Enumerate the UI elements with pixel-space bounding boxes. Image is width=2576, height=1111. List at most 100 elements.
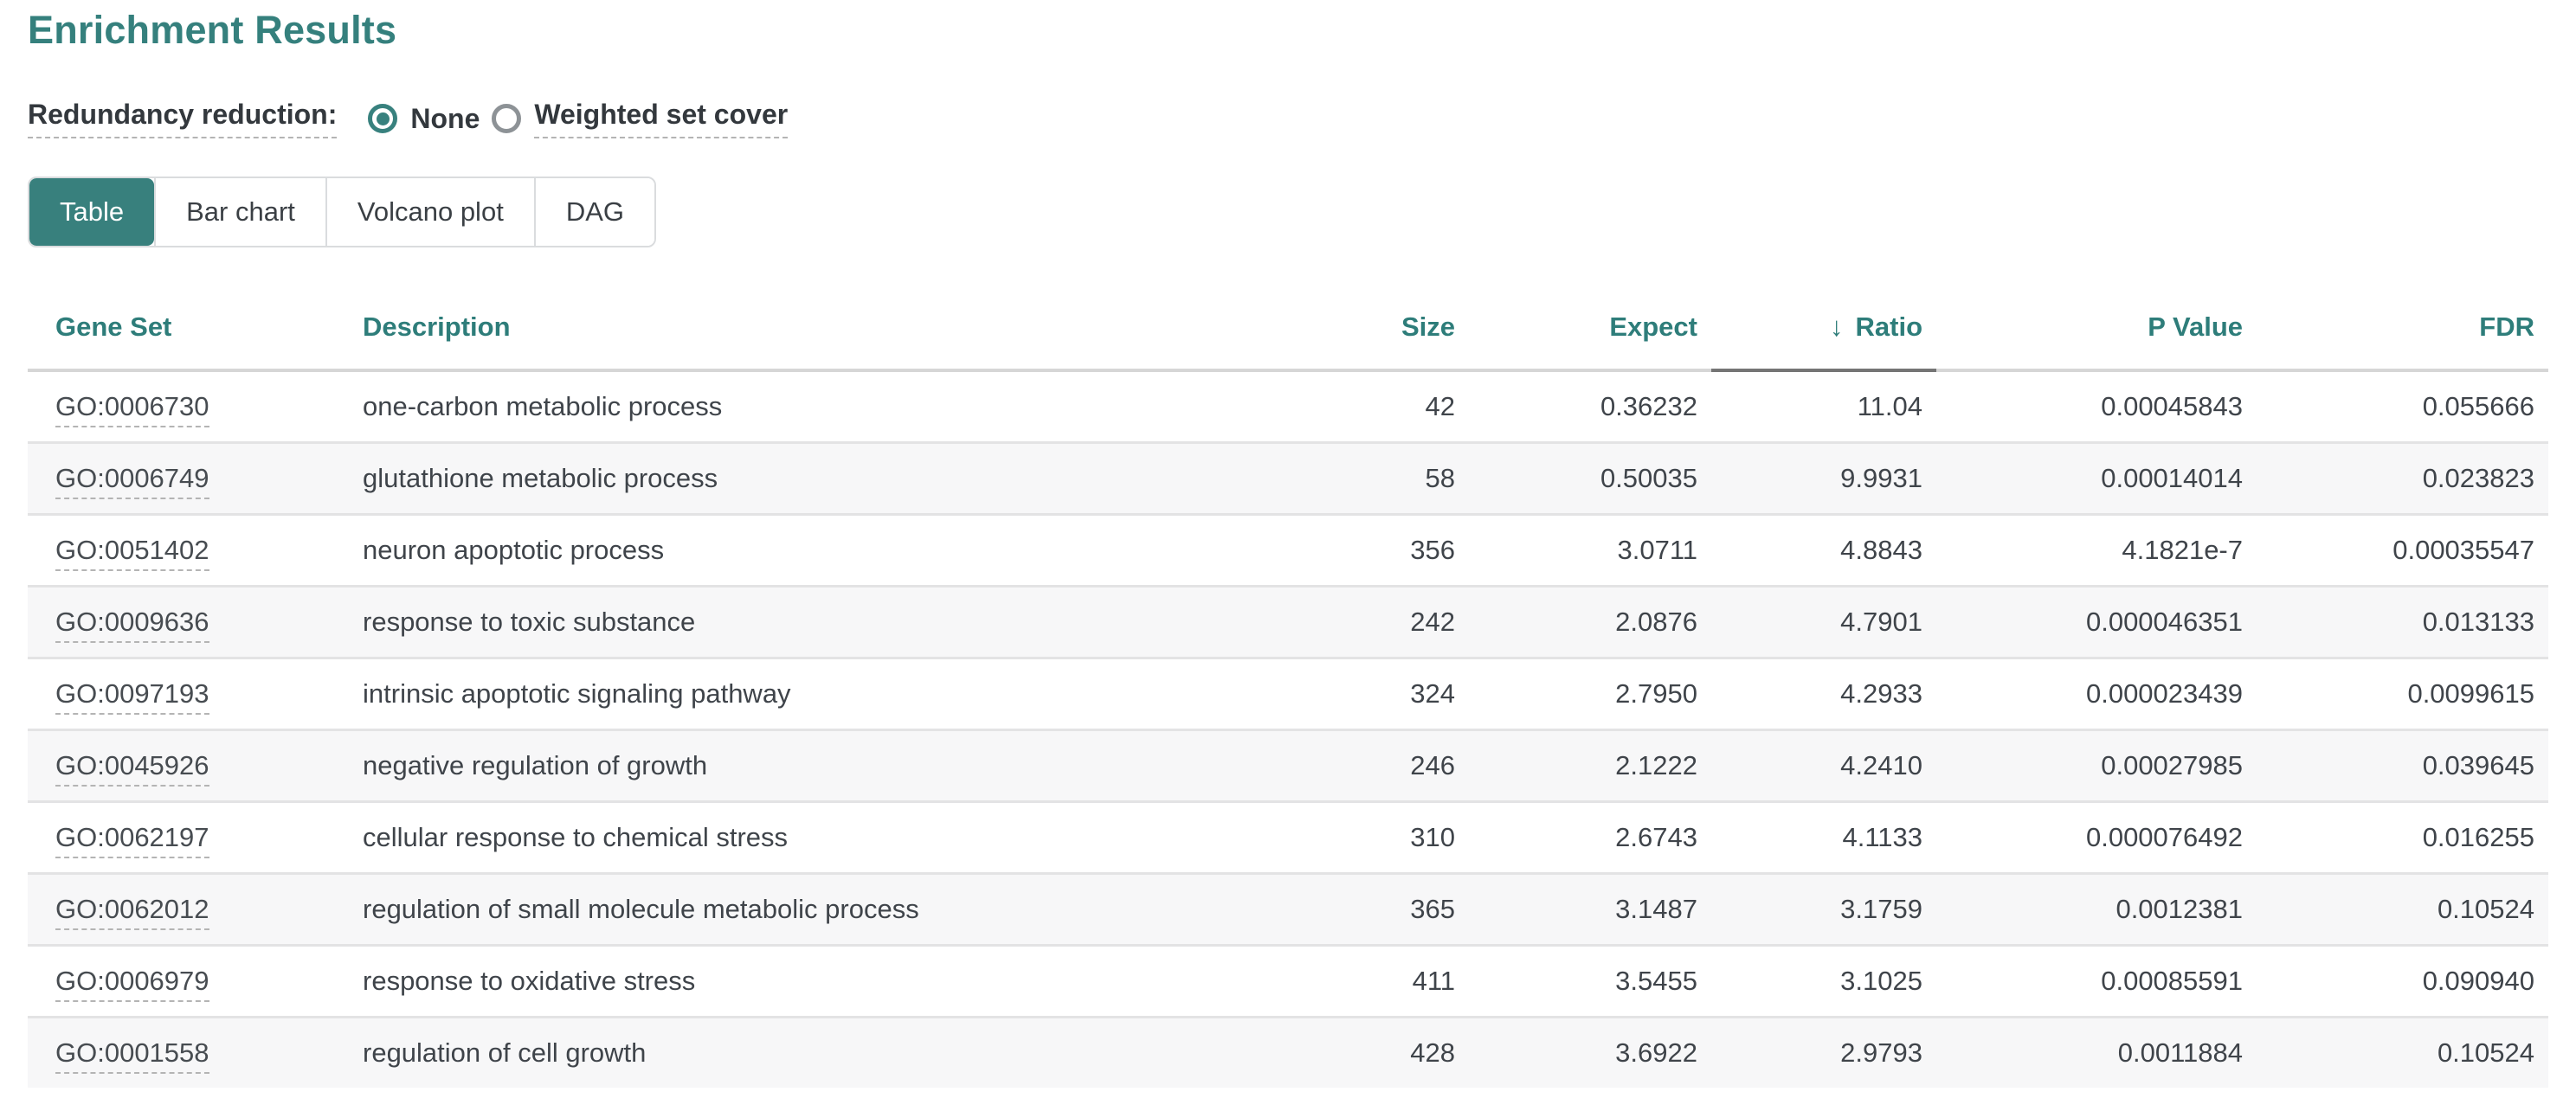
p-value-cell: 0.000023439 <box>1936 657 2257 730</box>
size-cell: 324 <box>1365 657 1469 730</box>
column-header-size[interactable]: Size <box>1365 284 1469 372</box>
expect-cell: 0.36232 <box>1600 391 1697 421</box>
description-cell: response to oxidative stress <box>335 944 1365 1018</box>
ratio-cell: 9.9931 <box>1711 441 1936 515</box>
expect-cell: 2.1222 <box>1469 729 1711 802</box>
page-title: Enrichment Results <box>28 8 397 52</box>
description-cell: glutathione metabolic process <box>335 441 1365 515</box>
expect-cell: 3.5455 <box>1469 944 1711 1018</box>
expect-cell: 0.50035 <box>1469 441 1711 515</box>
description-cell: one-carbon metabolic process <box>363 391 723 421</box>
gene-set-link[interactable]: GO:0097193 <box>55 678 209 715</box>
gene-set-link[interactable]: GO:0001558 <box>55 1037 209 1074</box>
ratio-cell: 4.2410 <box>1711 729 1936 802</box>
fdr-cell: 0.00035547 <box>2257 513 2548 587</box>
expect-cell: 3.0711 <box>1469 513 1711 587</box>
column-header-description[interactable]: Description <box>335 284 1365 372</box>
table-row: GO:0006749 glutathione metabolic process… <box>28 441 2548 515</box>
column-header-ratio[interactable]: ↓ Ratio <box>1711 284 1936 372</box>
radio-none-label: None <box>410 102 480 134</box>
size-cell: 356 <box>1365 513 1469 587</box>
size-cell: 411 <box>1365 944 1469 1018</box>
size-cell: 58 <box>1365 441 1469 515</box>
table-row: GO:0006979 response to oxidative stress … <box>28 944 2548 1018</box>
ratio-cell: 4.2933 <box>1711 657 1936 730</box>
table-row: GO:0045926 negative regulation of growth… <box>28 729 2548 802</box>
redundancy-reduction-control: Redundancy reduction: None Weighted set … <box>28 99 2548 138</box>
fdr-cell: 0.10524 <box>2257 872 2548 946</box>
p-value-cell: 0.000046351 <box>1936 585 2257 658</box>
ratio-cell: 2.9793 <box>1711 1016 1936 1088</box>
gene-set-link[interactable]: GO:0051402 <box>55 535 209 571</box>
expect-cell: 2.7950 <box>1469 657 1711 730</box>
enrichment-results-page: Enrichment Results Redundancy reduction:… <box>28 8 2548 1088</box>
expect-cell: 3.6922 <box>1469 1016 1711 1088</box>
ratio-cell: 4.1133 <box>1711 800 1936 874</box>
fdr-cell: 0.023823 <box>2257 441 2548 515</box>
column-header-fdr[interactable]: FDR <box>2257 284 2548 372</box>
fdr-cell: 0.039645 <box>2257 729 2548 802</box>
description-cell: regulation of cell growth <box>335 1016 1365 1088</box>
column-header-expect[interactable]: Expect <box>1469 284 1711 372</box>
table-row: GO:0062012 regulation of small molecule … <box>28 872 2548 946</box>
column-header-gene-set[interactable]: Gene Set <box>28 284 335 372</box>
fdr-cell: 0.013133 <box>2257 585 2548 658</box>
table-row: GO:0009636 response to toxic substance 2… <box>28 585 2548 658</box>
gene-set-link[interactable]: GO:0006979 <box>55 966 209 1002</box>
description-cell: intrinsic apoptotic signaling pathway <box>335 657 1365 730</box>
description-cell: response to toxic substance <box>335 585 1365 658</box>
size-cell: 365 <box>1365 872 1469 946</box>
radio-unselected-icon[interactable] <box>492 104 522 133</box>
size-cell: 246 <box>1365 729 1469 802</box>
radio-option-none[interactable]: None <box>368 103 480 135</box>
tab-volcano-plot[interactable]: Volcano plot <box>325 178 534 246</box>
description-cell: negative regulation of growth <box>335 729 1365 802</box>
table-row: GO:0001558 regulation of cell growth 428… <box>28 1016 2548 1088</box>
fdr-cell: 0.016255 <box>2257 800 2548 874</box>
ratio-cell: 4.7901 <box>1711 585 1936 658</box>
ratio-cell: 11.04 <box>1857 391 1922 421</box>
enrichment-results-table: Gene Set Description Size Expect ↓ Ratio … <box>28 284 2548 1088</box>
radio-option-weighted-set-cover[interactable]: Weighted set cover <box>492 99 789 138</box>
expect-cell: 2.6743 <box>1469 800 1711 874</box>
p-value-cell: 0.0012381 <box>1936 872 2257 946</box>
gene-set-link[interactable]: GO:0009636 <box>55 607 209 643</box>
size-cell: 428 <box>1365 1016 1469 1088</box>
fdr-cell: 0.055666 <box>2422 391 2534 421</box>
gene-set-link[interactable]: GO:0045926 <box>55 750 209 787</box>
ratio-cell: 4.8843 <box>1711 513 1936 587</box>
size-cell: 242 <box>1365 585 1469 658</box>
p-value-cell: 0.00014014 <box>1936 441 2257 515</box>
fdr-cell: 0.0099615 <box>2257 657 2548 730</box>
table-row: GO:0097193 intrinsic apoptotic signaling… <box>28 657 2548 730</box>
tab-bar-chart[interactable]: Bar chart <box>154 178 325 246</box>
table-row: GO:0006730 one-carbon metabolic process … <box>28 370 2548 443</box>
radio-weighted-set-cover-label: Weighted set cover <box>534 99 789 138</box>
fdr-cell: 0.10524 <box>2257 1016 2548 1088</box>
tab-table[interactable]: Table <box>29 178 155 246</box>
p-value-cell: 0.00027985 <box>1936 729 2257 802</box>
view-tabs: Table Bar chart Volcano plot DAG <box>28 177 656 247</box>
description-cell: neuron apoptotic process <box>335 513 1365 587</box>
gene-set-link[interactable]: GO:0062197 <box>55 822 209 858</box>
tab-dag[interactable]: DAG <box>533 178 654 246</box>
size-cell: 310 <box>1365 800 1469 874</box>
radio-selected-icon[interactable] <box>368 104 398 133</box>
expect-cell: 3.1487 <box>1469 872 1711 946</box>
table-row: GO:0051402 neuron apoptotic process 356 … <box>28 513 2548 587</box>
fdr-cell: 0.090940 <box>2257 944 2548 1018</box>
p-value-cell: 0.00085591 <box>1936 944 2257 1018</box>
gene-set-link[interactable]: GO:0062012 <box>55 894 209 930</box>
gene-set-link[interactable]: GO:0006749 <box>55 463 209 499</box>
table-row: GO:0062197 cellular response to chemical… <box>28 800 2548 874</box>
column-header-p-value[interactable]: P Value <box>1936 284 2257 372</box>
description-cell: regulation of small molecule metabolic p… <box>335 872 1365 946</box>
column-header-ratio-label: Ratio <box>1855 311 1923 342</box>
gene-set-link[interactable]: GO:0006730 <box>55 391 209 427</box>
description-cell: cellular response to chemical stress <box>335 800 1365 874</box>
size-cell: 42 <box>1425 391 1455 421</box>
redundancy-reduction-label: Redundancy reduction: <box>28 99 338 138</box>
p-value-cell: 0.000076492 <box>1936 800 2257 874</box>
p-value-cell: 4.1821e-7 <box>1936 513 2257 587</box>
ratio-cell: 3.1759 <box>1711 872 1936 946</box>
